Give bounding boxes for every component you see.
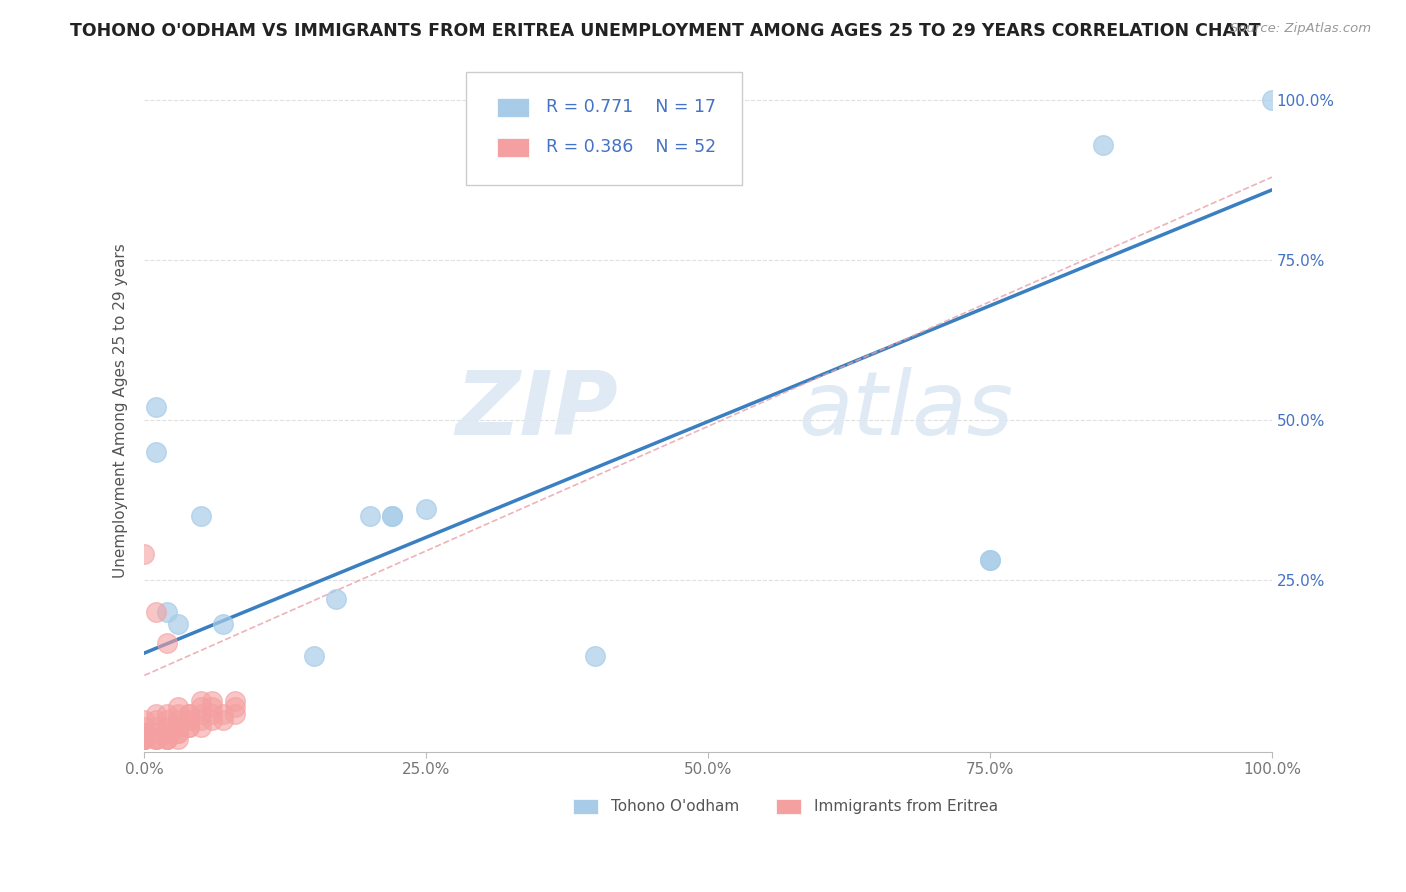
FancyBboxPatch shape	[498, 98, 529, 117]
Point	[134, 719, 156, 733]
FancyBboxPatch shape	[572, 799, 598, 814]
FancyBboxPatch shape	[776, 799, 800, 814]
Point	[583, 649, 606, 664]
Y-axis label: Unemployment Among Ages 25 to 29 years: Unemployment Among Ages 25 to 29 years	[114, 243, 128, 578]
Point	[156, 713, 179, 727]
Text: Immigrants from Eritrea: Immigrants from Eritrea	[814, 799, 998, 814]
Point	[134, 726, 156, 740]
Text: Tohono O'odham: Tohono O'odham	[612, 799, 740, 814]
Point	[145, 706, 167, 721]
Point	[979, 553, 1001, 567]
Point	[167, 617, 190, 632]
Point	[179, 719, 201, 733]
Point	[201, 713, 224, 727]
Point	[134, 732, 156, 747]
Point	[167, 726, 190, 740]
FancyBboxPatch shape	[498, 137, 529, 157]
Point	[179, 706, 201, 721]
Point	[156, 726, 179, 740]
Point	[179, 713, 201, 727]
Point	[190, 719, 212, 733]
Point	[145, 605, 167, 619]
Point	[167, 706, 190, 721]
Point	[212, 713, 235, 727]
Point	[979, 553, 1001, 567]
Point	[145, 732, 167, 747]
Point	[190, 694, 212, 708]
Text: R = 0.771    N = 17: R = 0.771 N = 17	[546, 98, 716, 117]
Point	[156, 732, 179, 747]
Point	[145, 719, 167, 733]
Point	[302, 649, 325, 664]
Point	[156, 605, 179, 619]
Point	[134, 732, 156, 747]
Point	[134, 726, 156, 740]
Text: Source: ZipAtlas.com: Source: ZipAtlas.com	[1230, 22, 1371, 36]
Point	[381, 508, 404, 523]
Point	[134, 732, 156, 747]
Point	[167, 719, 190, 733]
Point	[145, 732, 167, 747]
Point	[156, 726, 179, 740]
Point	[359, 508, 381, 523]
Point	[224, 706, 246, 721]
Point	[134, 732, 156, 747]
Point	[167, 719, 190, 733]
Text: R = 0.386    N = 52: R = 0.386 N = 52	[546, 138, 716, 156]
Point	[190, 508, 212, 523]
Point	[167, 726, 190, 740]
Point	[156, 636, 179, 650]
Point	[167, 732, 190, 747]
Point	[224, 694, 246, 708]
Point	[190, 713, 212, 727]
Point	[134, 713, 156, 727]
Point	[201, 706, 224, 721]
Point	[145, 726, 167, 740]
Point	[179, 719, 201, 733]
Point	[179, 706, 201, 721]
Point	[145, 732, 167, 747]
Point	[145, 445, 167, 459]
Point	[212, 706, 235, 721]
Point	[224, 700, 246, 714]
Point	[381, 508, 404, 523]
Point	[156, 732, 179, 747]
Point	[167, 700, 190, 714]
Point	[325, 591, 347, 606]
Point	[167, 713, 190, 727]
Point	[190, 706, 212, 721]
Point	[156, 706, 179, 721]
Text: atlas: atlas	[799, 368, 1014, 453]
Text: ZIP: ZIP	[456, 367, 619, 454]
Point	[190, 700, 212, 714]
Point	[179, 713, 201, 727]
Point	[156, 732, 179, 747]
Point	[1261, 94, 1284, 108]
Point	[415, 502, 437, 516]
Point	[201, 694, 224, 708]
Point	[134, 732, 156, 747]
Point	[201, 700, 224, 714]
Point	[156, 719, 179, 733]
Point	[145, 400, 167, 414]
Point	[212, 617, 235, 632]
Point	[1091, 138, 1114, 153]
Point	[145, 713, 167, 727]
Text: TOHONO O'ODHAM VS IMMIGRANTS FROM ERITREA UNEMPLOYMENT AMONG AGES 25 TO 29 YEARS: TOHONO O'ODHAM VS IMMIGRANTS FROM ERITRE…	[70, 22, 1261, 40]
Point	[134, 547, 156, 561]
FancyBboxPatch shape	[465, 72, 742, 185]
